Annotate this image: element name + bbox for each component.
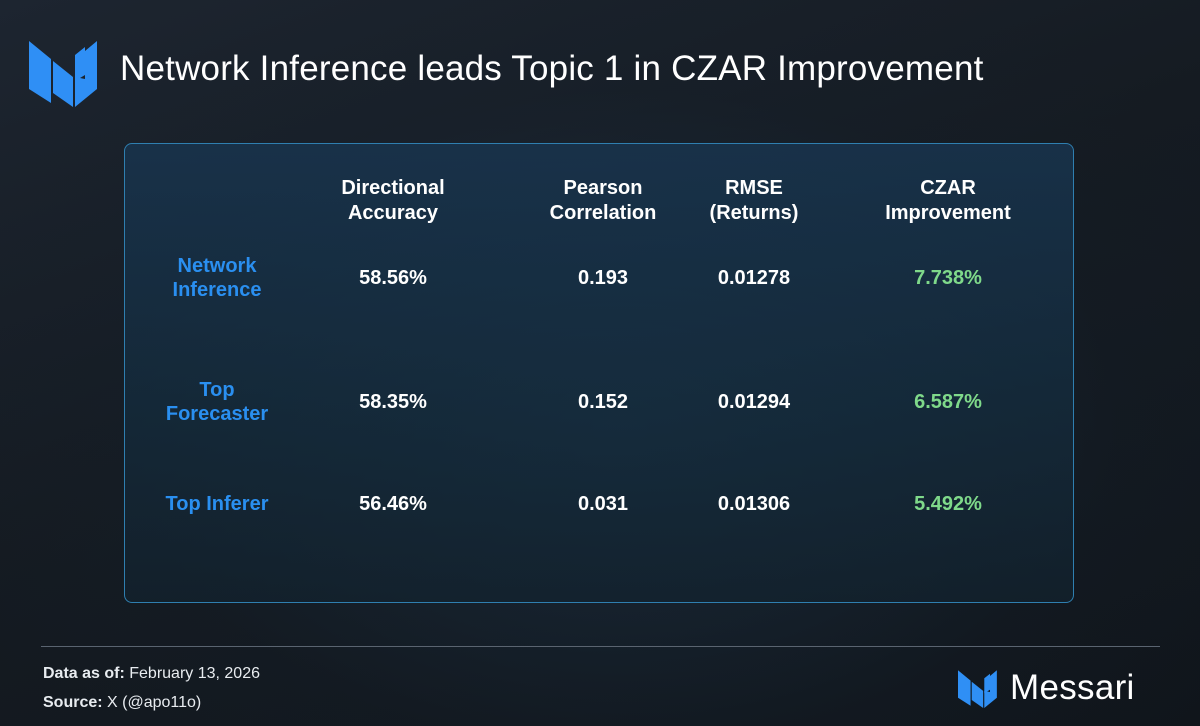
text-line: Accuracy xyxy=(347,202,439,224)
data-table-panel: Directional Accuracy Pearson Correlation RMS… xyxy=(124,143,1074,603)
text-line: (Returns) xyxy=(709,202,799,224)
text-line: Correlation xyxy=(549,202,657,224)
row-label: Top Forecaster xyxy=(132,378,302,426)
table-cell: 0.01294 xyxy=(717,391,791,413)
column-header: RMSE (Returns) xyxy=(654,176,854,226)
text-line: Pearson xyxy=(563,177,643,199)
brand-name: Messari xyxy=(1010,668,1135,707)
data-as-of-label: Data as of: xyxy=(43,665,125,682)
text-line: Inference xyxy=(172,279,262,301)
column-header: CZAR Improvement xyxy=(848,176,1048,226)
source-line: Source: X (@apo11o) xyxy=(43,694,201,712)
table-cell: 58.56% xyxy=(359,267,427,289)
source-value: X (@apo11o) xyxy=(107,694,202,711)
text-line: Forecaster xyxy=(165,403,269,425)
table-cell: 0.031 xyxy=(577,493,629,515)
row-label: Top Inferer xyxy=(132,492,302,516)
data-as-of-value: February 13, 2026 xyxy=(129,665,260,682)
column-header: Directional Accuracy xyxy=(293,176,493,226)
text-line: Top xyxy=(199,379,235,401)
table-cell: 0.152 xyxy=(577,391,629,413)
row-label: Network Inference xyxy=(132,254,302,302)
table-cell: 0.193 xyxy=(577,267,629,289)
brand-lockup: Messari xyxy=(956,667,1135,709)
source-label: Source: xyxy=(43,694,103,711)
text-line: RMSE xyxy=(725,177,783,199)
footer-divider xyxy=(41,646,1160,647)
table-cell: 6.587% xyxy=(914,391,982,413)
table-cell: 7.738% xyxy=(914,267,982,289)
table-cell: 56.46% xyxy=(359,493,427,515)
messari-logo-icon xyxy=(29,41,97,107)
text-line: Top Inferer xyxy=(165,493,269,515)
table-cell: 5.492% xyxy=(914,493,982,515)
text-line: Improvement xyxy=(885,202,1011,224)
table-cell: 58.35% xyxy=(359,391,427,413)
text-line: Directional xyxy=(341,177,445,199)
text-line: Network xyxy=(177,255,257,277)
text-line: CZAR xyxy=(920,177,976,199)
table-cell: 0.01306 xyxy=(717,493,791,515)
column-header: Pearson Correlation xyxy=(503,176,703,226)
messari-logo-icon xyxy=(958,670,997,708)
data-as-of: Data as of: February 13, 2026 xyxy=(43,665,260,683)
table-cell: 0.01278 xyxy=(717,267,791,289)
page-title: Network Inference leads Topic 1 in CZAR … xyxy=(120,49,984,88)
